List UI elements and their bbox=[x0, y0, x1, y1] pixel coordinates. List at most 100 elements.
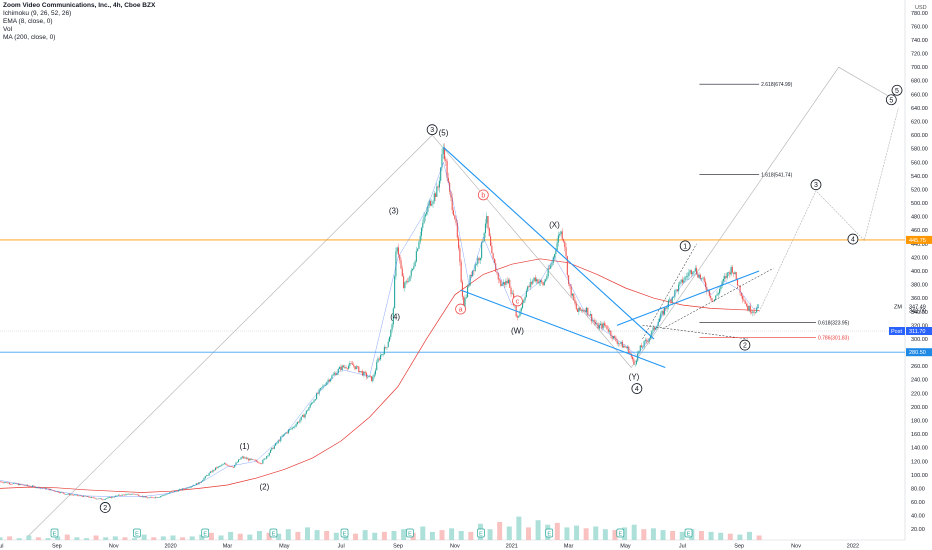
candle-body bbox=[319, 388, 321, 390]
earnings-marker[interactable] bbox=[616, 528, 625, 538]
volume-bar bbox=[401, 529, 407, 540]
candle-body bbox=[619, 343, 621, 345]
candle-body bbox=[71, 494, 73, 496]
candle-body bbox=[538, 282, 540, 284]
volume-bar bbox=[516, 516, 522, 540]
candle-body bbox=[629, 353, 631, 354]
earnings-marker[interactable] bbox=[340, 528, 349, 538]
y-tick-label: 80.00 bbox=[911, 486, 925, 492]
earnings-marker[interactable] bbox=[133, 528, 141, 538]
candle-body bbox=[208, 473, 210, 476]
candle-body bbox=[543, 281, 545, 286]
candle-body bbox=[743, 299, 745, 301]
candle-body bbox=[314, 399, 316, 401]
earnings-marker[interactable] bbox=[201, 528, 210, 538]
candle-body bbox=[152, 497, 154, 498]
candle-body bbox=[120, 495, 122, 497]
y-tick-label: 460.00 bbox=[911, 228, 928, 234]
candle-body bbox=[101, 498, 103, 500]
candle-body bbox=[528, 286, 530, 288]
earnings-marker[interactable] bbox=[50, 528, 59, 538]
volume-bar bbox=[151, 537, 157, 540]
candle-body bbox=[729, 272, 731, 275]
earnings-marker[interactable] bbox=[406, 528, 414, 538]
candle-body bbox=[710, 295, 712, 298]
candle-body bbox=[23, 484, 25, 486]
candle-body bbox=[484, 223, 487, 234]
volume-bar bbox=[362, 530, 368, 540]
wave-label: b bbox=[481, 192, 485, 199]
legend-indicator[interactable]: Ichimoku (9, 26, 52, 26) bbox=[3, 10, 72, 17]
volume-bar bbox=[631, 524, 637, 540]
candle-body bbox=[751, 312, 753, 313]
candle-body bbox=[204, 476, 206, 479]
candle-body bbox=[90, 497, 92, 498]
fib-level-label: 0.786(301.83) bbox=[818, 336, 849, 342]
candle-body bbox=[168, 492, 170, 494]
candle-body bbox=[715, 295, 717, 300]
candle-body bbox=[559, 234, 561, 236]
volume-bar bbox=[276, 533, 282, 540]
volume-bar bbox=[381, 531, 387, 540]
earnings-marker[interactable] bbox=[269, 528, 278, 538]
price-axis[interactable] bbox=[905, 0, 932, 550]
candle-body bbox=[240, 457, 242, 460]
candle-body bbox=[40, 487, 43, 489]
candle-body bbox=[29, 486, 31, 487]
candle-body bbox=[345, 367, 347, 369]
x-tick-label: Nov bbox=[791, 544, 801, 550]
legend-indicator[interactable]: EMA (8, close, 0) bbox=[3, 18, 53, 25]
earnings-marker[interactable] bbox=[477, 528, 485, 538]
volume-bar bbox=[189, 536, 195, 540]
candle-body bbox=[119, 494, 121, 496]
candle-body bbox=[163, 494, 165, 496]
candle-body bbox=[537, 279, 539, 284]
trendline[interactable] bbox=[616, 270, 760, 326]
trendline[interactable] bbox=[460, 289, 666, 369]
channel-line[interactable] bbox=[662, 268, 774, 329]
candle-body bbox=[42, 487, 44, 489]
volume-bar bbox=[304, 527, 310, 540]
candle-body bbox=[264, 458, 266, 460]
candle-body bbox=[580, 310, 582, 311]
earnings-marker[interactable] bbox=[684, 528, 693, 538]
channel-line[interactable] bbox=[642, 325, 748, 340]
candle-body bbox=[423, 216, 425, 224]
y-tick-label: 240.00 bbox=[911, 378, 928, 384]
candle-body bbox=[227, 465, 229, 467]
candle-body bbox=[78, 495, 80, 497]
candle-body bbox=[167, 493, 169, 494]
y-tick-label: 300.00 bbox=[911, 337, 928, 343]
candle-body bbox=[666, 307, 668, 309]
volume-bar bbox=[679, 531, 685, 540]
legend-indicator[interactable]: Vol bbox=[3, 26, 13, 33]
candle-body bbox=[573, 293, 575, 300]
candle-body bbox=[495, 263, 497, 272]
candle-body bbox=[685, 276, 687, 278]
candle-body bbox=[296, 421, 298, 425]
candle-body bbox=[232, 467, 234, 468]
candle-body bbox=[340, 367, 342, 370]
candle-body bbox=[310, 403, 313, 405]
legend-indicator[interactable]: MA (200, close, 0) bbox=[3, 34, 56, 41]
candle-body bbox=[460, 261, 462, 283]
volume-bar bbox=[353, 533, 359, 540]
candle-body bbox=[669, 299, 671, 301]
candle-body bbox=[640, 345, 643, 348]
candle-body bbox=[312, 402, 314, 404]
earnings-marker[interactable] bbox=[545, 528, 554, 538]
candle-body bbox=[198, 482, 200, 485]
candle-body bbox=[153, 497, 155, 499]
candle-body bbox=[209, 471, 211, 474]
y-tick-label: 340.00 bbox=[911, 310, 928, 316]
candle-body bbox=[574, 299, 576, 304]
candle-body bbox=[406, 281, 408, 282]
volume-bar bbox=[35, 537, 41, 540]
candle-body bbox=[278, 440, 281, 442]
candle-body bbox=[129, 493, 131, 495]
trendline[interactable] bbox=[443, 146, 655, 340]
x-tick-label: Jul bbox=[0, 544, 4, 550]
candle-body bbox=[403, 276, 405, 288]
channel-line[interactable] bbox=[642, 243, 697, 340]
